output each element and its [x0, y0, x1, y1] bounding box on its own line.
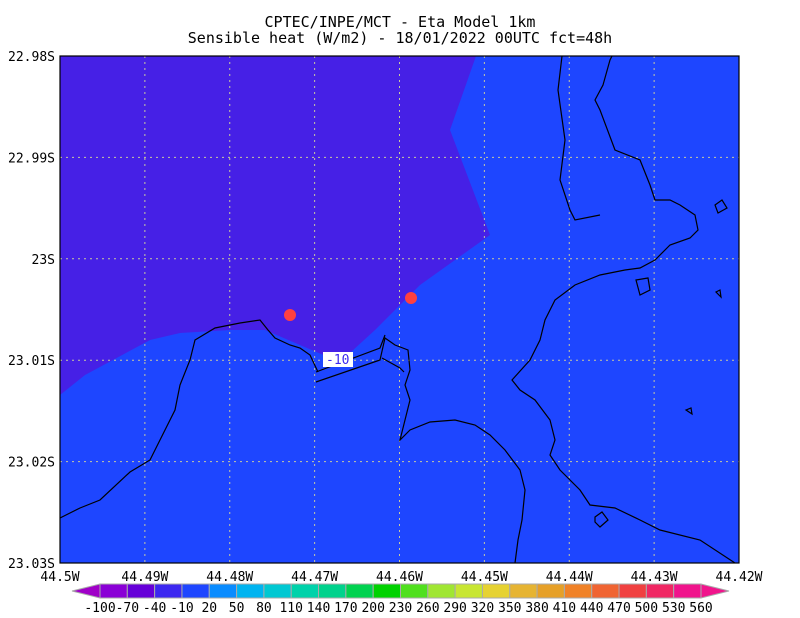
colorbar-swatch	[427, 583, 456, 599]
title-line-1: CPTEC/INPE/MCT - Eta Model 1km	[264, 13, 536, 31]
colorbar: -100 -70 -40 -10 20 50 80 110 140 170 200 230 260 290…	[71, 583, 730, 616]
lon-tick-label: 44.5W	[40, 570, 79, 585]
lat-tick-label: 23.02S	[8, 456, 55, 471]
map-frame	[59, 55, 740, 564]
lon-tick-label: 44.44W	[546, 570, 593, 585]
colorbar-swatch	[563, 583, 593, 599]
lon-tick-label: 44.45W	[461, 570, 508, 585]
colorbar-label: 440	[580, 601, 603, 616]
colorbar-swatch	[318, 583, 347, 599]
colorbar-swatch	[645, 583, 675, 599]
colorbar-label: 470	[607, 601, 630, 616]
colorbar-swatch	[126, 583, 156, 599]
colorbar-label: -70	[116, 601, 139, 616]
colorbar-swatch	[536, 583, 565, 599]
colorbar-label: -100	[84, 601, 115, 616]
colorbar-label: 350	[498, 601, 521, 616]
colorbar-label: -10	[170, 601, 193, 616]
colorbar-swatch	[99, 583, 128, 599]
colorbar-swatch	[263, 583, 292, 599]
colorbar-low-arrow	[71, 583, 101, 599]
lon-tick-label: 44.49W	[121, 570, 168, 585]
colorbar-label: 230	[389, 601, 412, 616]
colorbar-label: -40	[143, 601, 166, 616]
colorbar-label: 410	[553, 601, 576, 616]
marker-point	[405, 292, 417, 304]
colorbar-swatch	[236, 583, 265, 599]
colorbar-swatch	[509, 583, 538, 599]
coastline	[60, 56, 736, 563]
contour-label-box	[323, 352, 353, 367]
lat-tick-label: 23S	[32, 253, 55, 268]
colorbar-swatch	[454, 583, 483, 599]
colorbar-swatch	[673, 583, 702, 599]
lat-tick-label: 22.98S	[8, 50, 55, 65]
colorbar-label: 200	[361, 601, 384, 616]
lon-tick-label: 44.47W	[291, 570, 338, 585]
lat-tick-label: 23.03S	[8, 557, 55, 572]
lat-tick-label: 22.99S	[8, 151, 55, 166]
contour-label: -10	[326, 353, 349, 368]
colorbar-label: 500	[635, 601, 658, 616]
colorbar-label: 380	[525, 601, 548, 616]
colorbar-swatch	[154, 583, 183, 599]
colorbar-label: 170	[334, 601, 357, 616]
colorbar-swatch	[290, 583, 320, 599]
grid-lines	[60, 56, 739, 563]
sensible-heat-field-low	[60, 56, 490, 395]
lon-tick-label: 44.42W	[716, 570, 763, 585]
colorbar-swatch	[618, 583, 647, 599]
colorbar-label: 560	[689, 601, 712, 616]
colorbar-label: 50	[229, 601, 245, 616]
colorbar-swatch	[345, 583, 374, 599]
colorbar-label: 530	[662, 601, 685, 616]
colorbar-label: 140	[307, 601, 330, 616]
colorbar-high-arrow	[700, 583, 730, 599]
colorbar-swatch	[481, 583, 511, 599]
colorbar-label: 110	[279, 601, 302, 616]
colorbar-label: 260	[416, 601, 439, 616]
colorbar-label: 20	[201, 601, 217, 616]
colorbar-label: 290	[443, 601, 466, 616]
lon-tick-label: 44.43W	[631, 570, 678, 585]
colorbar-swatch	[208, 583, 238, 599]
lon-tick-label: 44.48W	[206, 570, 253, 585]
marker-point	[284, 309, 296, 321]
colorbar-swatch	[400, 583, 429, 599]
colorbar-swatch	[591, 583, 620, 599]
colorbar-label: 80	[256, 601, 272, 616]
lat-tick-label: 23.01S	[8, 354, 55, 369]
colorbar-swatch	[372, 583, 402, 599]
title-line-2: Sensible heat (W/m2) - 18/01/2022 00UTC …	[187, 29, 613, 47]
colorbar-swatch	[181, 583, 210, 599]
colorbar-label: 320	[471, 601, 494, 616]
lon-tick-label: 44.46W	[376, 570, 423, 585]
